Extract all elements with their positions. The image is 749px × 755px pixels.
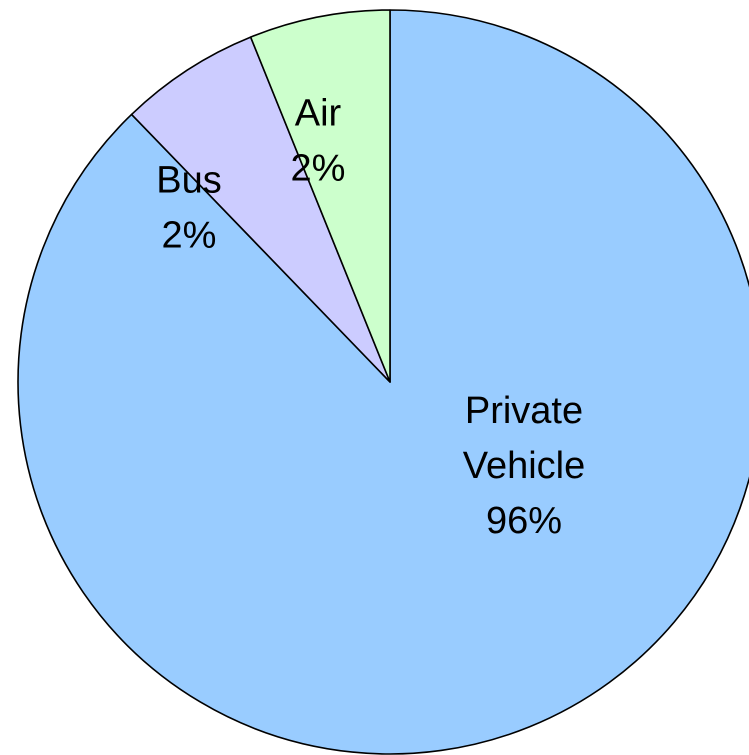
pie-slices: [18, 10, 749, 754]
pie-category-label-private-vehicle: Vehicle: [463, 445, 586, 487]
pie-category-label-air: Air: [295, 93, 342, 135]
pie-category-label-private-vehicle: Private: [465, 390, 583, 432]
pie-value-label-bus: 2%: [162, 215, 217, 257]
pie-value-label-private-vehicle: 96%: [486, 500, 562, 542]
pie-category-label-bus: Bus: [156, 160, 221, 202]
pie-value-label-air: 2%: [291, 148, 346, 190]
